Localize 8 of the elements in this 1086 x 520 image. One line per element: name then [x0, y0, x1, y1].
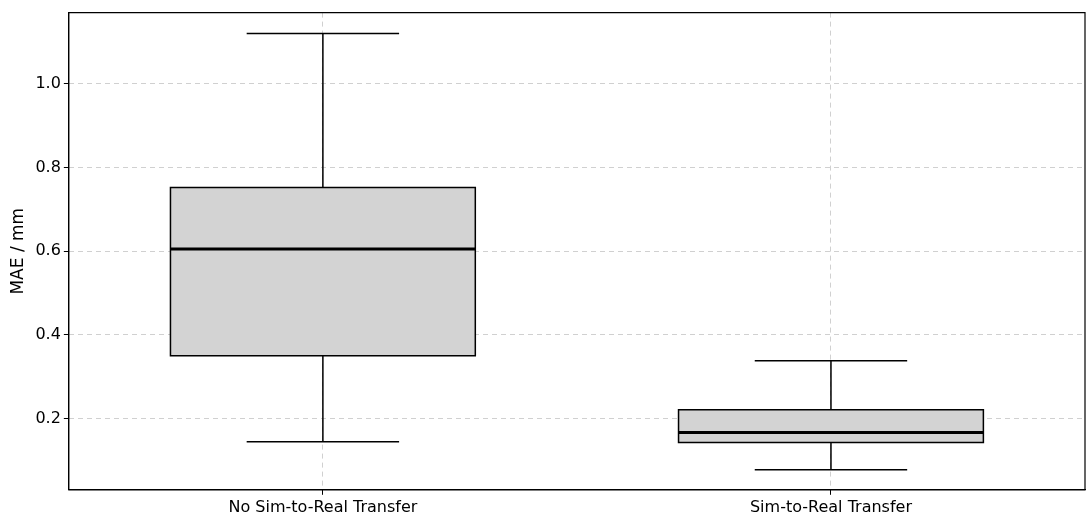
x-tick-label: No Sim-to-Real Transfer — [228, 496, 418, 516]
y-tick-label: 0.2 — [35, 407, 61, 427]
y-axis-title: MAE / mm — [6, 207, 27, 295]
x-tick-label: Sim-to-Real Transfer — [749, 496, 913, 516]
y-tick-label: 0.6 — [35, 240, 61, 260]
y-tick-label: 0.4 — [35, 324, 61, 344]
y-tick-label: 0.8 — [35, 156, 61, 176]
y-tick-label: 1.0 — [35, 72, 61, 92]
